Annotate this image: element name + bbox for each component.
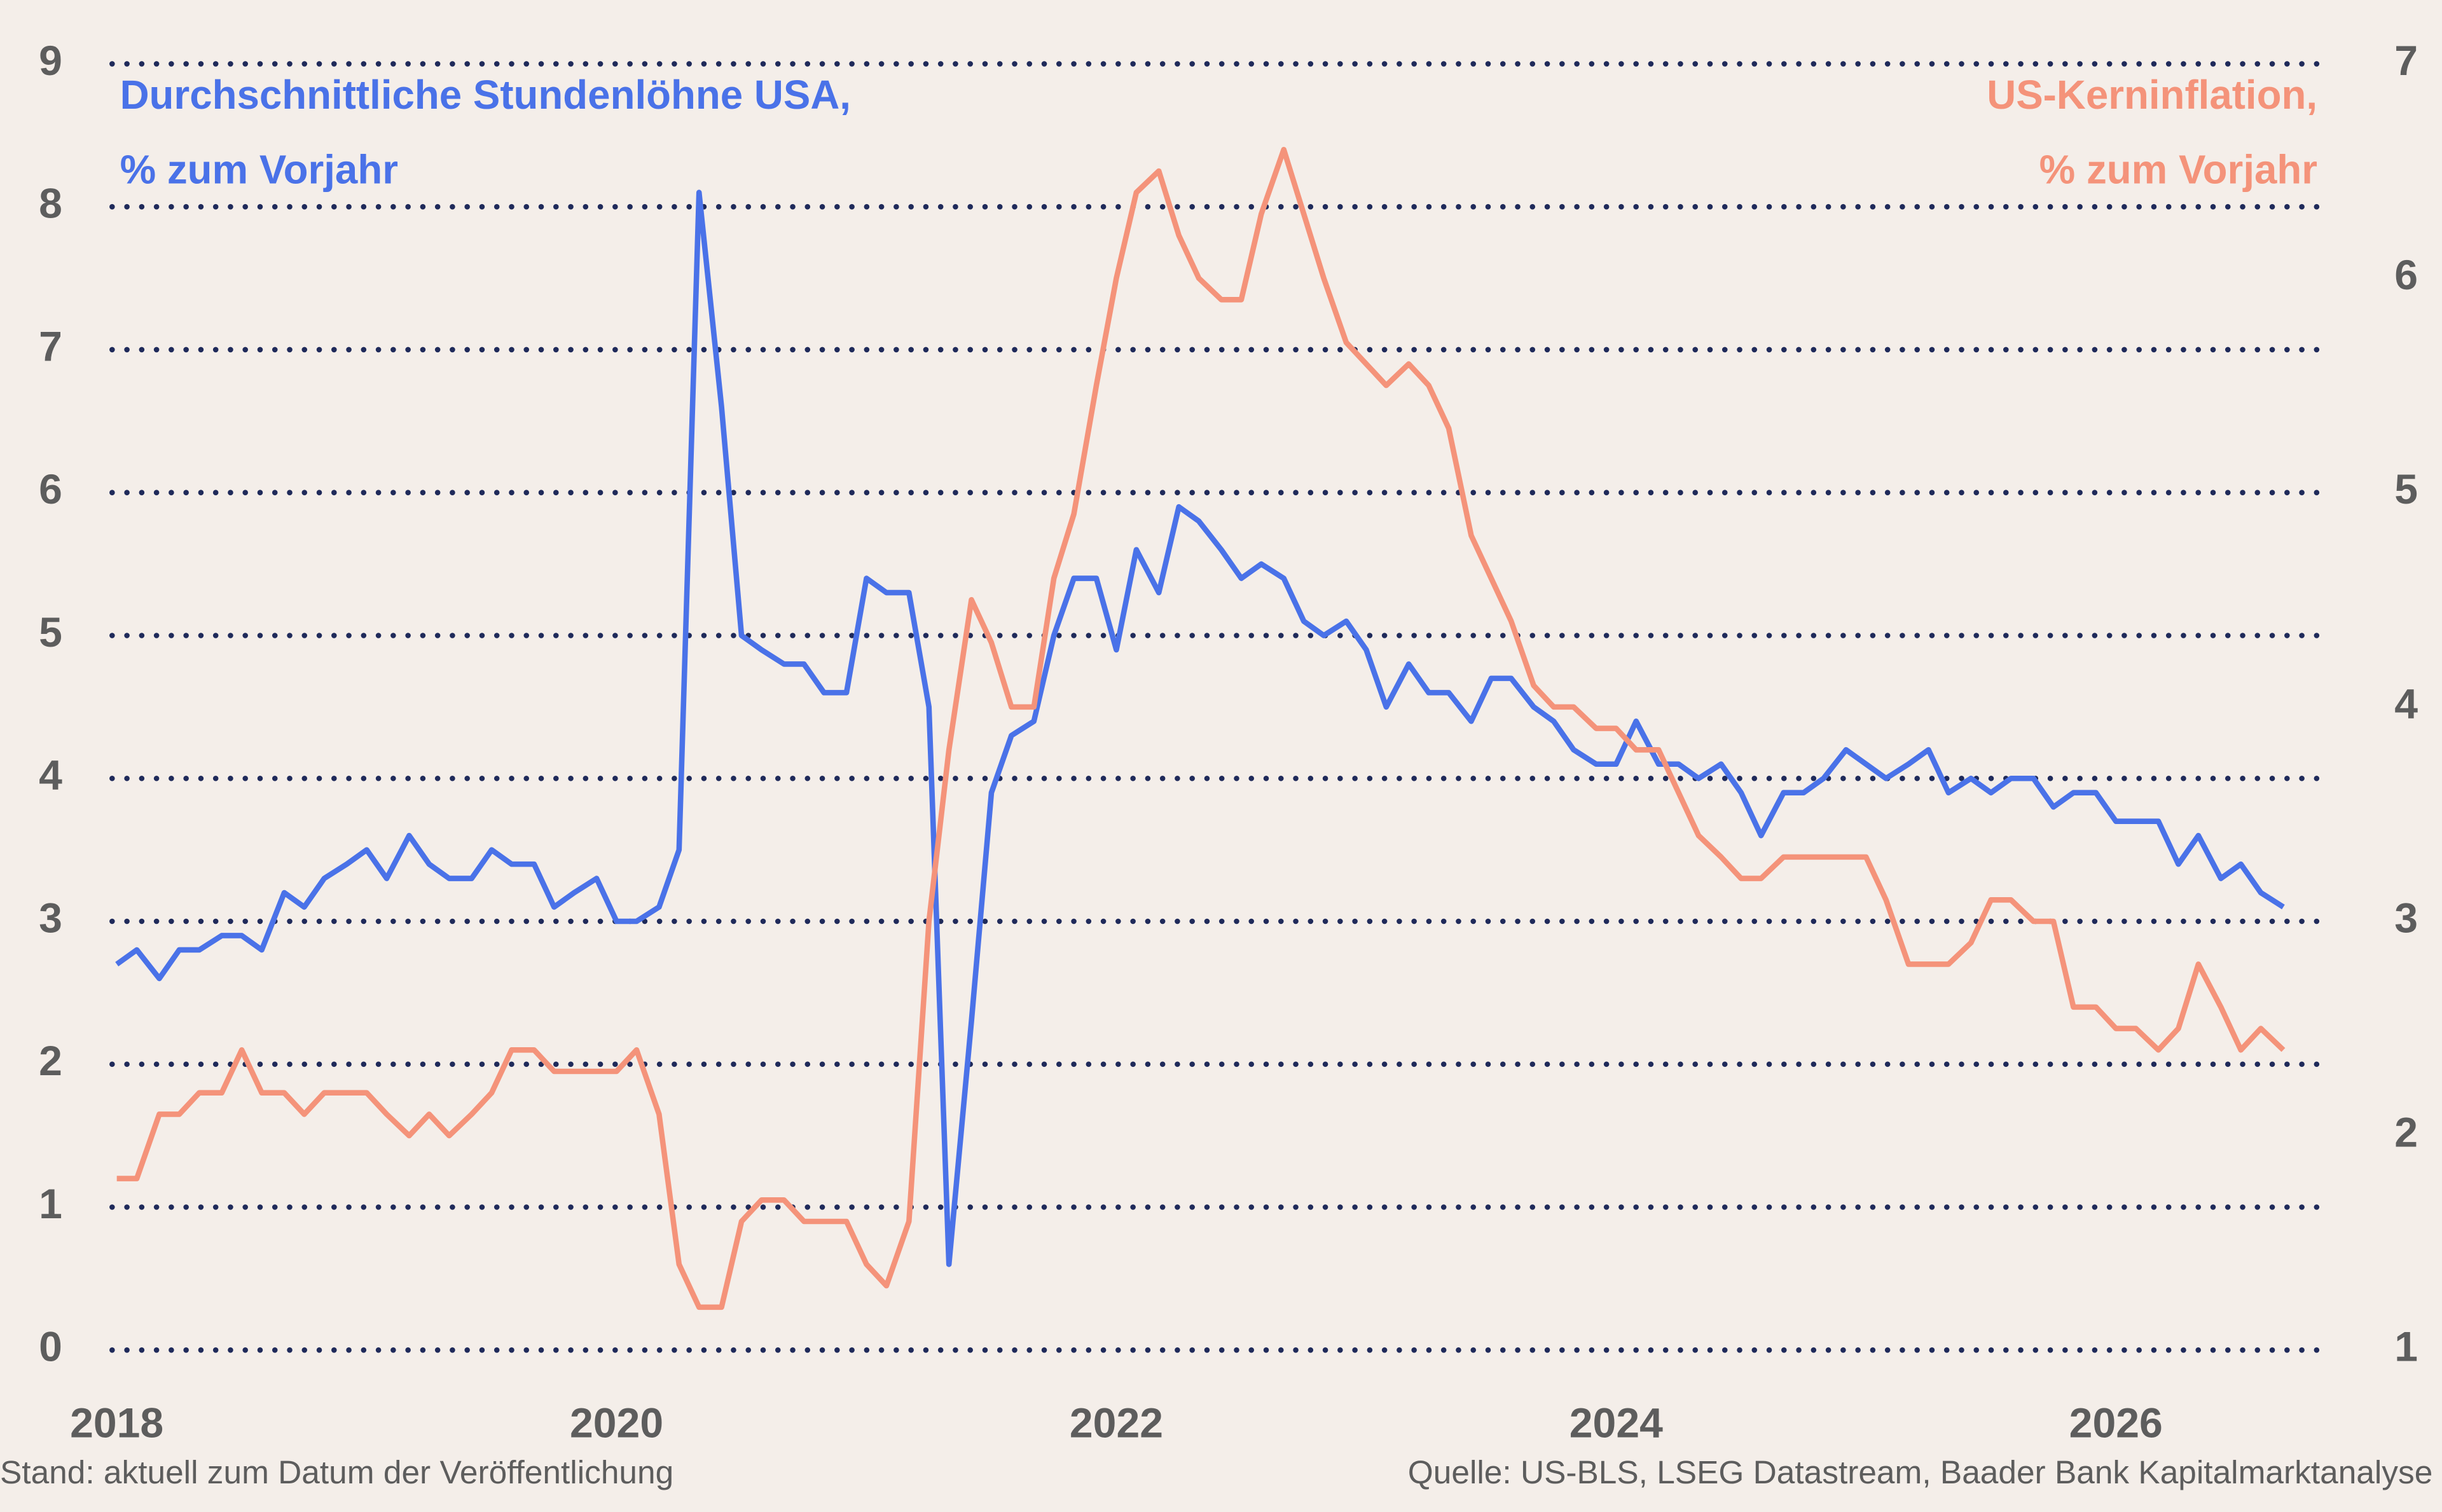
- y-tick-label: 3: [39, 895, 62, 942]
- y-tick-label: 6: [39, 466, 62, 513]
- y-label: % zum Vorjahr: [120, 148, 398, 193]
- y-tick-label: 5: [39, 609, 62, 656]
- y-tick-label: 7: [39, 323, 62, 370]
- note: Stand: aktuell zum Datum der Veröffentli…: [0, 1454, 673, 1490]
- x-tick-label: 2020: [570, 1400, 663, 1447]
- y-tick-label: 0: [39, 1324, 62, 1371]
- y-tick-label: 8: [39, 181, 62, 228]
- y2-tick-label: 6: [2394, 252, 2418, 299]
- y2-tick-label: 5: [2394, 466, 2418, 513]
- y-tick-label: 4: [39, 752, 62, 799]
- y2-tick-label: 7: [2394, 38, 2418, 85]
- x-tick-label: 2026: [2069, 1400, 2163, 1447]
- x-tick-label: 2018: [70, 1400, 163, 1447]
- source: Quelle: US-BLS, LSEG Datastream, Baader …: [1408, 1454, 2433, 1490]
- x-tick-label: 2024: [1569, 1400, 1663, 1447]
- y2-tick-label: 2: [2394, 1110, 2418, 1157]
- y2-tick-label: 3: [2394, 895, 2418, 942]
- y2-tick-label: 4: [2394, 680, 2418, 727]
- y-tick-label: 1: [39, 1181, 62, 1228]
- y2-label: US-Kerninflation,: [1987, 72, 2317, 118]
- y-tick-label: 9: [39, 38, 62, 85]
- y-tick-label: 2: [39, 1038, 62, 1085]
- data-line: [116, 147, 2286, 1310]
- y2-label: % zum Vorjahr: [2039, 148, 2317, 193]
- y2-tick-label: 1: [2394, 1324, 2418, 1371]
- x-tick-label: 2022: [1070, 1400, 1163, 1447]
- data-line: [115, 189, 2285, 1267]
- y-label: Durchschnittliche Stundenlöhne USA,: [120, 72, 851, 118]
